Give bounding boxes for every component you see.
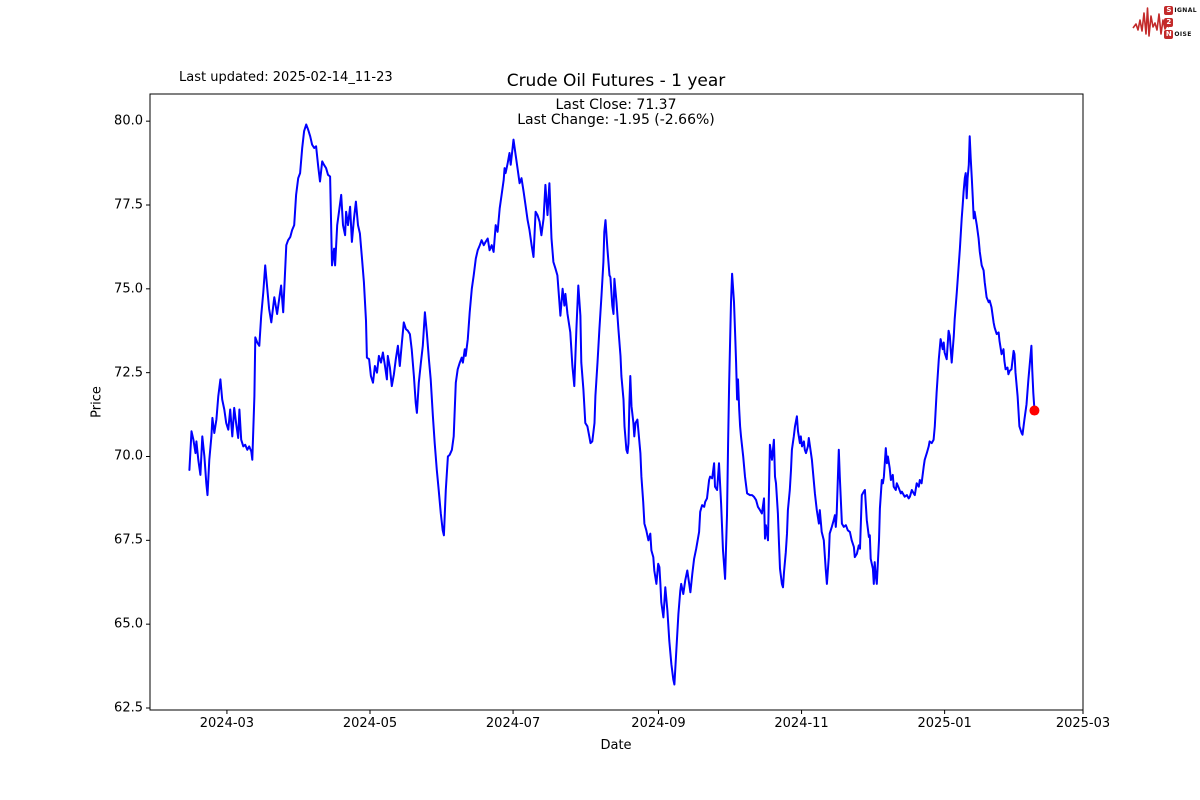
brand-boxed-letter: N	[1164, 29, 1174, 39]
x-tick-label: 2024-11	[774, 716, 829, 731]
x-tick-label: 2025-03	[1055, 716, 1111, 731]
y-tick-label: 62.5	[114, 700, 143, 716]
last-change-label: Last Change: -1.95 (-2.66%)	[517, 112, 715, 128]
brand-logo-row: 2	[1164, 17, 1197, 28]
brand-logo: S IGNAL 2 N OISE	[1132, 4, 1197, 40]
x-tick-label: 2024-03	[199, 716, 255, 731]
brand-letters: OISE	[1174, 30, 1192, 38]
y-tick-label: 72.5	[114, 365, 143, 381]
last-close-marker	[1029, 405, 1040, 416]
x-tick-label: 2024-07	[485, 716, 541, 731]
x-tick-label: 2024-09	[631, 716, 686, 731]
price-line	[188, 123, 1036, 686]
brand-letters: IGNAL	[1174, 6, 1197, 14]
last-updated-label: Last updated: 2025-02-14_11-23	[179, 70, 393, 85]
y-tick-label: 67.5	[114, 532, 143, 548]
x-tick-label: 2024-05	[342, 716, 398, 731]
brand-logo-row: S IGNAL	[1164, 5, 1197, 16]
x-tick-label: 2025-01	[917, 716, 972, 731]
y-tick-label: 75.0	[114, 281, 143, 297]
brand-logo-row: N OISE	[1164, 29, 1197, 40]
brand-boxed-letter: S	[1164, 5, 1174, 15]
axes-spines	[149, 93, 1084, 711]
chart-title: Crude Oil Futures - 1 year	[506, 71, 726, 91]
y-tick-label: 65.0	[114, 616, 143, 632]
brand-boxed-letter: 2	[1164, 17, 1174, 27]
chart-subtitle: Last Close: 71.37 Last Change: -1.95 (-2…	[517, 98, 715, 128]
y-tick-label: 80.0	[114, 113, 143, 129]
y-tick-label: 77.5	[114, 197, 143, 213]
y-tick-label: 70.0	[114, 448, 143, 464]
waveform-icon	[1132, 7, 1170, 37]
last-close-label: Last Close: 71.37	[555, 97, 677, 113]
x-axis-label: Date	[600, 738, 632, 753]
brand-logo-text: S IGNAL 2 N OISE	[1164, 5, 1197, 40]
